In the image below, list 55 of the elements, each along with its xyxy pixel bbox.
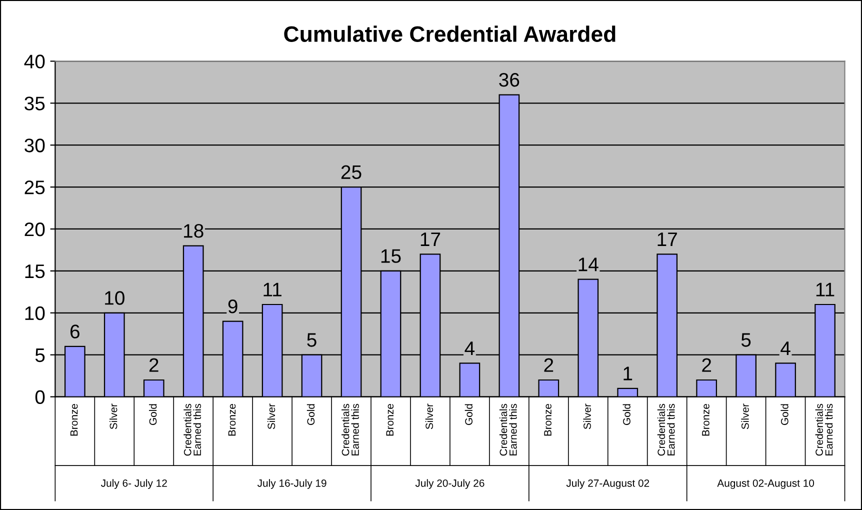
data-label: 1 xyxy=(624,366,632,380)
data-label: 14 xyxy=(578,258,598,272)
y-tick-label: 40 xyxy=(24,54,45,68)
x-tick-label: Credentials Earned this xyxy=(657,404,675,456)
y-tick-label: 25 xyxy=(24,180,45,194)
data-label: 4 xyxy=(780,342,790,356)
data-label: 9 xyxy=(228,299,238,314)
x-tick-label: Gold xyxy=(306,404,315,425)
x-tick-label: Silver xyxy=(583,404,591,430)
x-tick-label: Gold xyxy=(464,404,472,425)
x-tick-label: Credentials Earned this xyxy=(499,404,517,456)
text: July 27-August 02 xyxy=(566,479,650,489)
text: July 6- July 12 xyxy=(101,479,167,489)
x-tick-label: Bronze xyxy=(70,404,78,436)
data-label: 17 xyxy=(658,232,677,246)
x-tick-label: Bronze xyxy=(228,404,236,436)
text: July 16-July 19 xyxy=(257,479,326,489)
x-tick-label: Silver xyxy=(267,404,276,430)
data-label: 5 xyxy=(741,333,751,347)
x-tick-label: Credentials Earned this xyxy=(342,404,359,456)
y-tick-label: 30 xyxy=(24,138,45,152)
x-tick-label: Silver xyxy=(110,404,118,430)
data-label: 18 xyxy=(184,224,204,238)
x-tick-label: Silver xyxy=(741,404,749,430)
y-tick-label: 15 xyxy=(25,264,45,278)
data-label: 2 xyxy=(702,358,712,372)
data-label: 10 xyxy=(105,291,124,305)
data-label: 17 xyxy=(420,232,440,246)
data-label: 4 xyxy=(464,342,475,356)
data-label: 5 xyxy=(307,333,316,347)
text: August 02-August 10 xyxy=(717,479,814,489)
data-label: 11 xyxy=(816,282,834,296)
x-tick-label: Silver xyxy=(425,404,434,430)
y-tick-label: 5 xyxy=(35,348,45,362)
data-label: 15 xyxy=(381,249,401,263)
x-tick-label: Gold xyxy=(149,404,157,425)
x-tick-label: Credentials Earned this xyxy=(815,404,833,456)
data-label: 36 xyxy=(499,72,520,87)
text: July 20-July 26 xyxy=(415,479,484,489)
x-tick-label: Bronze xyxy=(544,404,552,436)
chart-title: Cumulative Credential Awarded xyxy=(284,26,616,42)
x-tick-label: Gold xyxy=(780,404,788,425)
x-tick-label: Bronze xyxy=(702,404,710,436)
x-tick-label: Gold xyxy=(622,404,630,425)
data-label: 2 xyxy=(149,358,158,372)
x-tick-label: Credentials Earned this xyxy=(184,404,201,456)
y-tick-label: 0 xyxy=(35,390,45,404)
data-label: 2 xyxy=(544,358,554,372)
data-label: 25 xyxy=(341,165,362,180)
data-label: 11 xyxy=(264,282,282,296)
y-tick-label: 10 xyxy=(25,306,45,320)
y-tick-label: 20 xyxy=(24,222,45,236)
y-tick-label: 35 xyxy=(24,96,45,110)
data-label: 6 xyxy=(70,324,80,338)
x-tick-label: Bronze xyxy=(386,404,394,436)
